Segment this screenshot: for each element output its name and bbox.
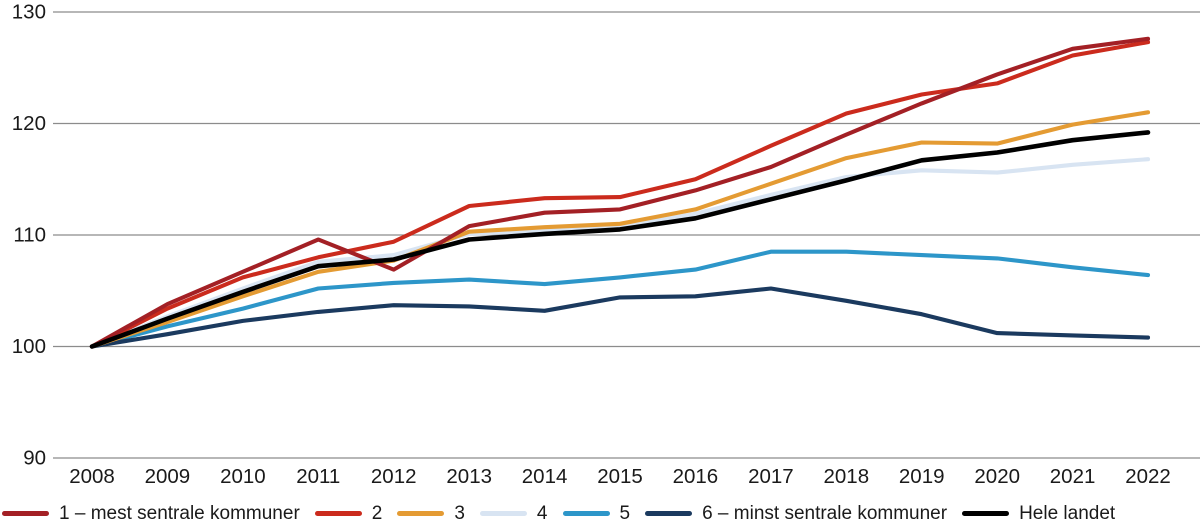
series-line-3 [89,110,1151,349]
legend-item: 6 – minst sentrale kommuner [645,504,947,523]
legend-swatch-icon [479,510,527,516]
legend-label: 2 [371,502,383,524]
x-axis-label: 2020 [974,465,1020,488]
legend-swatch-icon [562,510,610,516]
series-line-5 [89,249,1151,349]
legend-swatch-icon [962,510,1010,516]
x-axis-label: 2009 [145,465,191,488]
legend-swatch-icon [397,510,445,516]
legend-swatch-icon [2,510,49,516]
y-axis: 130 120 110 100 90 [12,1,46,470]
legend-label: Hele landet [1019,502,1116,524]
x-axis-label: 2008 [69,465,115,488]
legend-swatch-icon [645,510,693,516]
series-line-hele-landet [89,130,1151,349]
series-line-1 [89,36,1151,349]
series-line-6 [89,286,1151,349]
y-axis-label: 90 [23,447,46,470]
x-axis-label: 2011 [296,465,340,488]
legend-label: 3 [454,502,465,524]
y-axis-label: 130 [12,1,46,24]
y-axis-label: 100 [12,335,46,358]
legend-item: 2 [314,502,383,524]
legend-item: 5 [562,502,631,524]
legend-item: 3 [397,504,465,523]
legend-label: 6 – minst sentrale kommuner [702,502,948,524]
legend-label: 5 [619,502,631,524]
x-axis-label: 2010 [220,465,266,488]
x-axis-label: 2013 [446,465,492,488]
y-axis-label: 110 [13,224,46,247]
x-axis-label: 2016 [673,465,719,488]
x-axis-label: 2012 [371,465,417,488]
x-axis-label: 2019 [899,465,945,488]
legend-swatch-icon [314,510,362,516]
x-axis-label: 2022 [1125,465,1171,488]
x-axis-label: 2017 [748,465,794,488]
x-axis: 2008 2009 2010 2011 2012 2013 2014 2015 2016 2017… [69,465,1171,488]
data-series [89,36,1151,349]
legend-label: 1 – mest sentrale kommuner [59,502,300,524]
x-axis-label: 2021 [1050,465,1096,488]
x-axis-label: 2014 [522,465,568,488]
legend-item: 1 – mest sentrale kommuner [2,504,300,523]
legend-label: 4 [536,502,548,524]
legend-item: Hele landet [962,504,1115,523]
legend-item: 4 [479,502,548,524]
grid-lines [53,11,1200,459]
series-line-2 [89,40,1151,349]
y-axis-label: 120 [12,112,46,135]
x-axis-label: 2018 [823,465,869,488]
chart-legend: 1 – mest sentrale kommuner 2 3 4 5 6 – minst … [0,499,1200,527]
x-axis-label: 2015 [597,465,643,488]
